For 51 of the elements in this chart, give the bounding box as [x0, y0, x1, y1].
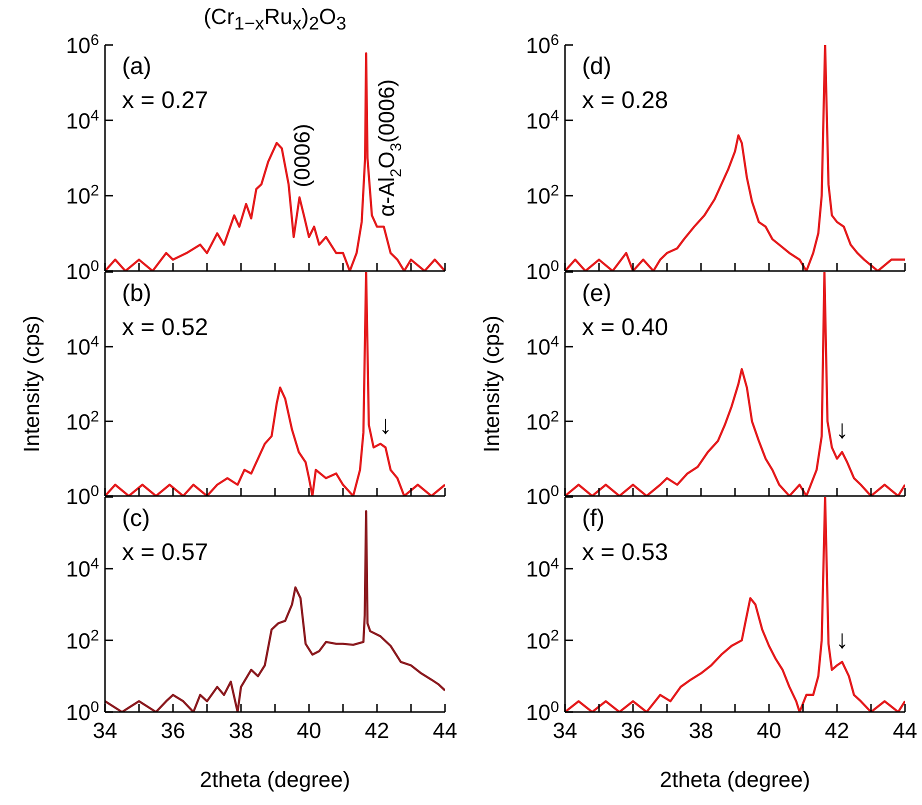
annotation: (b): [122, 280, 152, 308]
x-tick-label: 44: [432, 718, 458, 743]
y-tick-label: 10$^{2}$: [526, 182, 559, 209]
annotation: ↓: [836, 414, 849, 444]
y-tick-label: 10$^{0}$: [526, 482, 559, 509]
y-tick-label: 10$^{0}$: [66, 258, 99, 284]
x-tick-label: 40: [296, 718, 322, 743]
y-axis-title: Intensity (cps): [18, 316, 44, 452]
y-tick-label: 10$^{4}$: [66, 333, 100, 360]
y-tick-label: 10$^{2}$: [526, 408, 559, 434]
y-tick-label: 10$^{4}$: [66, 555, 100, 582]
annotation: (c): [122, 505, 150, 533]
y-tick-label: 10$^{6}$: [526, 32, 559, 58]
chart-title: (Cr$_{1−x}$Ru$_{x}$)$_{2}$O$_{3}$: [202, 4, 348, 34]
annotation: x = 0.53: [582, 539, 668, 567]
x-tick-label: 42: [364, 718, 390, 743]
y-tick-label: 10$^{4}$: [526, 555, 560, 582]
x-axis-title: 2theta (degree): [200, 767, 350, 792]
annotation: x = 0.40: [582, 314, 668, 342]
annotation: (a): [122, 53, 152, 81]
y-tick-label: 10$^{4}$: [526, 106, 560, 134]
annotation: ↓: [379, 409, 392, 440]
annotation: x = 0.57: [122, 539, 208, 567]
x-tick-label: 38: [228, 718, 254, 743]
annotation: (0006): [289, 124, 314, 188]
x-tick-label: 44: [892, 718, 918, 743]
y-tick-label: 10$^{2}$: [66, 408, 99, 434]
annotation: (f): [582, 505, 605, 533]
y-tick-label: 10$^{2}$: [66, 182, 99, 209]
y-tick-label: 10$^{0}$: [526, 258, 559, 284]
y-tick-label: 10$^{6}$: [66, 32, 99, 58]
x-axis-title: 2theta (degree): [660, 767, 810, 792]
x-tick-label: 42: [824, 718, 850, 743]
annotation: (e): [582, 280, 612, 308]
y-tick-label: 10$^{2}$: [526, 626, 559, 654]
y-tick-label: 10$^{4}$: [526, 333, 560, 360]
x-tick-label: 36: [620, 718, 646, 743]
x-tick-label: 38: [688, 718, 714, 743]
annotation: x = 0.52: [122, 314, 208, 342]
x-tick-label: 40: [756, 718, 782, 743]
annotation: ↓: [836, 624, 849, 654]
annotation: x = 0.27: [122, 87, 208, 115]
annotation: (d): [582, 53, 612, 81]
y-tick-label: 10$^{0}$: [66, 482, 99, 509]
x-tick-label: 36: [160, 718, 186, 743]
y-tick-label: 10$^{2}$: [66, 626, 99, 654]
x-tick-label: 34: [552, 718, 578, 743]
x-tick-label: 34: [92, 718, 118, 743]
y-axis-title: Intensity (cps): [478, 316, 504, 452]
annotation: x = 0.28: [582, 87, 668, 115]
y-tick-label: 10$^{4}$: [66, 106, 100, 134]
